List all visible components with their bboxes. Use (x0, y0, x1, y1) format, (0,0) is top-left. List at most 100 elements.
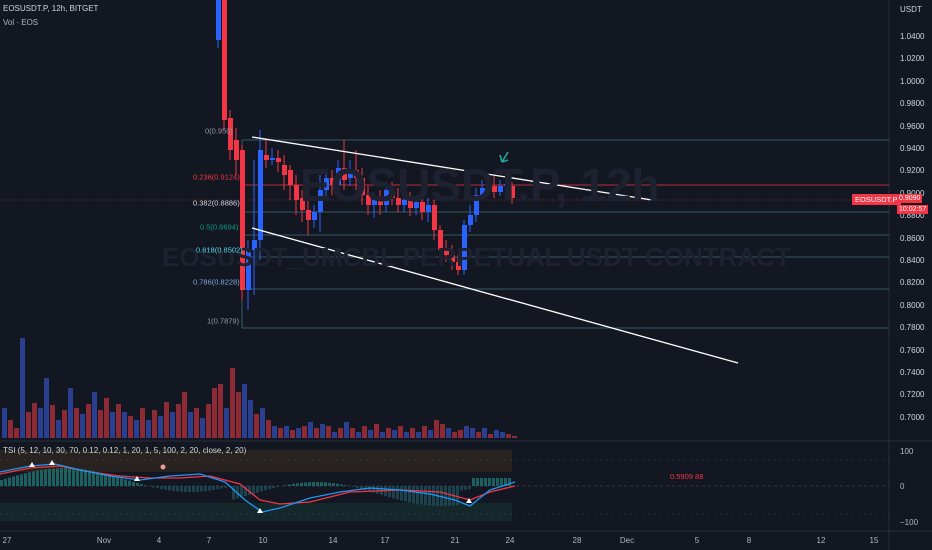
tsi-histogram-bar (112, 475, 115, 486)
volume-bar (392, 430, 397, 438)
tsi-histogram-bar (104, 473, 107, 486)
volume-bar (176, 404, 181, 438)
tsi-histogram-bar (156, 486, 159, 489)
tsi-histogram-bar (56, 468, 59, 486)
symbol-title[interactable]: EOSUSDT.P, 12h, BITGET (3, 4, 99, 13)
volume-bar (506, 434, 511, 438)
volume-bar (170, 412, 175, 438)
candle-body (426, 205, 431, 212)
tsi-histogram-bar (28, 472, 31, 486)
volume-bar (74, 408, 79, 438)
tsi-histogram-bar (412, 486, 415, 504)
time-tick-label: 24 (505, 536, 515, 545)
volume-bar (254, 414, 259, 438)
price-tick-label: 0.8200 (900, 278, 925, 288)
last-price-symbol: EOSUSDT.P (855, 195, 898, 204)
time-tick-label: Dec (619, 536, 635, 545)
candle-body (444, 250, 449, 255)
tsi-histogram-bar (136, 483, 139, 486)
tsi-histogram-bar (484, 478, 487, 486)
volume-bar (146, 420, 151, 438)
tsi-histogram-bar (352, 486, 355, 487)
price-tick-label: 0.7400 (900, 368, 925, 377)
candle-body (402, 200, 407, 205)
candle-body (486, 185, 491, 188)
volume-bar (488, 434, 493, 438)
volume-bar (500, 432, 505, 438)
candle-body (342, 168, 347, 180)
volume-bar (260, 408, 265, 438)
volume-bar (476, 432, 481, 438)
tsi-histogram-bar (504, 478, 507, 486)
candle-body (282, 165, 287, 175)
tsi-overbought-zone (0, 450, 512, 472)
volume-bar (230, 368, 235, 438)
tsi-signal-marker-icon (29, 462, 35, 467)
tsi-histogram-bar (356, 486, 359, 488)
upper-trendline (251, 136, 653, 201)
volume-bar (164, 402, 169, 438)
tsi-signal-marker-icon (257, 508, 263, 513)
volume-bar (356, 432, 361, 438)
tsi-histogram-bar (420, 486, 423, 505)
tsi-histogram-bar (92, 471, 95, 486)
tsi-histogram-bar (264, 486, 267, 491)
tsi-histogram-bar (440, 486, 443, 506)
candle-body (498, 186, 503, 192)
volume-bar (326, 426, 331, 438)
tsi-histogram-bar (444, 486, 447, 506)
fib-level-label: 1(0.7879) (207, 316, 240, 326)
tsi-histogram-bar (4, 478, 7, 486)
candle-body (324, 178, 329, 190)
tsi-signal-marker-icon (466, 498, 472, 503)
tsi-indicator-label[interactable]: TSI (5, 12, 10, 30, 70, 0.12, 0.12, 1, 2… (3, 446, 247, 455)
tsi-histogram-bar (168, 486, 171, 491)
candle-body (360, 178, 365, 195)
volume-bar (374, 424, 379, 438)
candle-body (234, 140, 239, 160)
fib-level-label: 0.786(0.8228) (193, 277, 240, 287)
tsi-histogram-bar (240, 486, 243, 498)
volume-bar (116, 404, 121, 438)
time-tick-label: 17 (380, 536, 390, 545)
tsi-histogram-bar (308, 482, 311, 486)
price-tick-label: 0.8400 (900, 256, 925, 265)
candle-body (468, 215, 473, 225)
volume-bar (362, 426, 367, 438)
tsi-histogram-bar (256, 486, 259, 493)
tsi-signal-marker-icon (134, 476, 140, 481)
volume-bar (320, 424, 325, 438)
tsi-histogram-bar (176, 486, 179, 492)
time-tick-label: 14 (328, 536, 338, 545)
tsi-histogram-bar (144, 485, 147, 486)
time-tick-label: 15 (869, 536, 879, 545)
volume-bar (194, 408, 199, 438)
time-tick-label: 4 (156, 536, 162, 545)
candle-body (348, 170, 353, 178)
last-price-value: 0.9090 (897, 194, 923, 203)
volume-bar (278, 428, 283, 438)
volume-indicator-label[interactable]: Vol · EOS (3, 18, 39, 27)
candle-body (318, 190, 323, 212)
candle-body (246, 250, 251, 290)
tsi-histogram-bar (132, 481, 135, 486)
tsi-histogram-bar (24, 473, 27, 486)
tsi-histogram-bar (216, 486, 219, 490)
tsi-histogram-bar (400, 486, 403, 501)
tsi-histogram-bar (332, 483, 335, 486)
candle-body (378, 200, 383, 205)
currency-label: USDT (900, 5, 922, 14)
price-tick-label: 0.7000 (900, 412, 925, 422)
tsi-histogram-bar (164, 486, 167, 490)
price-tick-label: 0.7800 (900, 323, 925, 333)
tsi-histogram-bar (232, 486, 235, 500)
fib-level-label: 0(0.950) (205, 126, 233, 136)
tsi-histogram-bar (336, 483, 339, 486)
volume-bar (56, 420, 61, 438)
annotation-arrow-icon (499, 151, 509, 163)
candle-body (414, 202, 419, 208)
volume-bar (338, 428, 343, 438)
volume-bar (44, 378, 49, 438)
tsi-histogram-bar (476, 478, 479, 486)
